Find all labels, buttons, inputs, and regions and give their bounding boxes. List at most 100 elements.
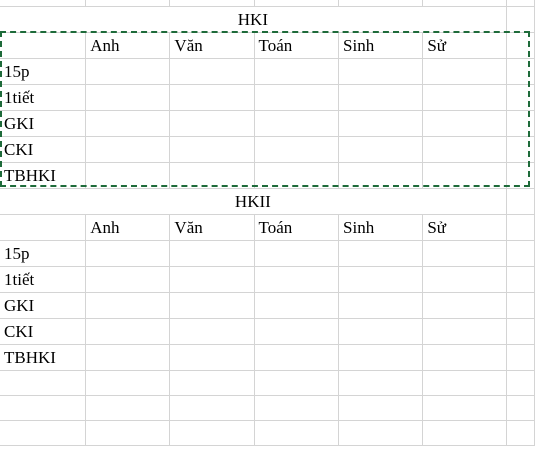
cell[interactable] [254, 318, 340, 345]
cell[interactable] [254, 370, 340, 396]
cell[interactable] [422, 292, 507, 319]
cell[interactable] [254, 266, 340, 293]
cell[interactable] [85, 266, 171, 293]
cell[interactable] [506, 32, 535, 59]
cell[interactable] [506, 292, 535, 319]
cell[interactable] [422, 318, 507, 345]
subject-header[interactable]: Văn [169, 32, 255, 59]
row-label[interactable]: TBHKI [0, 344, 87, 371]
cell[interactable] [85, 84, 171, 111]
cell[interactable] [85, 0, 171, 7]
cell[interactable] [506, 420, 535, 446]
cell[interactable] [506, 6, 535, 33]
cell[interactable] [422, 395, 507, 421]
cell[interactable] [85, 344, 171, 371]
cell[interactable] [506, 344, 535, 371]
cell[interactable] [254, 0, 340, 7]
cell[interactable] [338, 395, 424, 421]
cell[interactable] [422, 162, 507, 189]
row-label[interactable]: 15p [0, 240, 87, 267]
cell[interactable] [422, 240, 507, 267]
cell[interactable] [169, 162, 255, 189]
cell[interactable] [422, 266, 507, 293]
cell[interactable] [0, 420, 87, 446]
cell[interactable] [169, 395, 255, 421]
cell[interactable] [506, 240, 535, 267]
cell[interactable] [506, 84, 535, 111]
cell[interactable] [169, 110, 255, 137]
cell[interactable] [85, 162, 171, 189]
cell[interactable] [85, 318, 171, 345]
cell[interactable] [169, 0, 255, 7]
cell[interactable] [422, 84, 507, 111]
cell[interactable] [254, 240, 340, 267]
cell[interactable] [338, 58, 424, 85]
cell[interactable] [85, 58, 171, 85]
cell[interactable] [338, 162, 424, 189]
row-label[interactable]: GKI [0, 110, 87, 137]
cell[interactable] [0, 0, 87, 7]
cell[interactable] [85, 292, 171, 319]
hk1-title-cell[interactable]: HKI [0, 6, 507, 33]
cell[interactable] [506, 318, 535, 345]
row-label[interactable]: 1tiết [0, 266, 87, 293]
row-label[interactable]: TBHKI [0, 162, 87, 189]
hk2-title-cell[interactable]: HKII [0, 188, 507, 215]
cell[interactable] [0, 214, 87, 241]
subject-header[interactable]: Sử [422, 32, 507, 59]
cell[interactable] [85, 420, 171, 446]
cell[interactable] [338, 420, 424, 446]
subject-header[interactable]: Sinh [338, 214, 424, 241]
cell[interactable] [254, 58, 340, 85]
subject-header[interactable]: Anh [85, 214, 171, 241]
cell[interactable] [338, 0, 424, 7]
cell[interactable] [338, 110, 424, 137]
cell[interactable] [422, 0, 507, 7]
cell[interactable] [0, 395, 87, 421]
cell[interactable] [422, 58, 507, 85]
cell[interactable] [338, 292, 424, 319]
row-label[interactable]: 15p [0, 58, 87, 85]
cell[interactable] [506, 188, 535, 215]
cell[interactable] [338, 318, 424, 345]
cell[interactable] [169, 240, 255, 267]
cell[interactable] [506, 58, 535, 85]
cell[interactable] [338, 84, 424, 111]
row-label[interactable]: 1tiết [0, 84, 87, 111]
subject-header[interactable]: Toán [254, 214, 340, 241]
cell[interactable] [338, 266, 424, 293]
row-label[interactable]: CKI [0, 318, 87, 345]
cell[interactable] [506, 214, 535, 241]
cell[interactable] [506, 110, 535, 137]
cell[interactable] [506, 136, 535, 163]
row-label[interactable]: CKI [0, 136, 87, 163]
cell[interactable] [422, 136, 507, 163]
cell[interactable] [254, 162, 340, 189]
row-label[interactable]: GKI [0, 292, 87, 319]
subject-header[interactable]: Anh [85, 32, 171, 59]
cell[interactable] [85, 240, 171, 267]
cell[interactable] [422, 370, 507, 396]
cell[interactable] [169, 266, 255, 293]
cell[interactable] [338, 240, 424, 267]
cell[interactable] [85, 395, 171, 421]
cell[interactable] [422, 344, 507, 371]
subject-header[interactable]: Văn [169, 214, 255, 241]
cell[interactable] [254, 84, 340, 111]
cell[interactable] [338, 136, 424, 163]
cell[interactable] [169, 370, 255, 396]
cell[interactable] [169, 58, 255, 85]
cell[interactable] [169, 344, 255, 371]
cell[interactable] [422, 420, 507, 446]
cell[interactable] [254, 292, 340, 319]
cell[interactable] [169, 292, 255, 319]
cell[interactable] [506, 0, 535, 7]
cell[interactable] [254, 344, 340, 371]
cell[interactable] [0, 32, 87, 59]
cell[interactable] [506, 162, 535, 189]
cell[interactable] [506, 370, 535, 396]
cell[interactable] [254, 395, 340, 421]
subject-header[interactable]: Sử [422, 214, 507, 241]
cell[interactable] [85, 136, 171, 163]
cell[interactable] [506, 395, 535, 421]
